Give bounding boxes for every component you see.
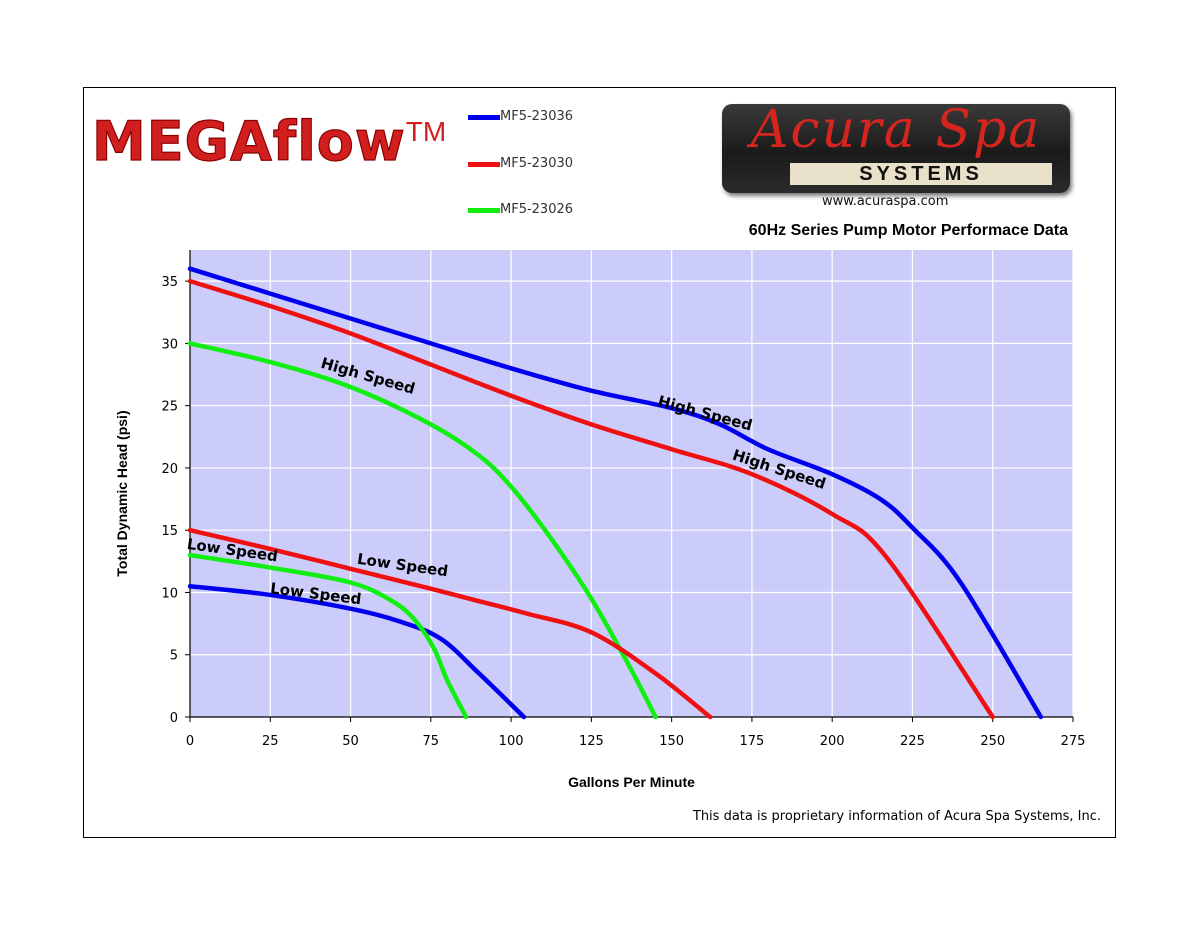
series-line-mf5-23026-low-speed xyxy=(187,552,469,720)
acura-logo-name: Acura Spa xyxy=(750,100,1042,160)
axes xyxy=(185,250,1074,722)
x-tick-label: 200 xyxy=(820,734,845,749)
series-line-mf5-23036-low-speed xyxy=(187,583,527,720)
x-tick-label: 150 xyxy=(659,734,684,749)
tick-labels: 0 5 10 15 20 25 30 35 0 25 50 75 100 125 150 175 200 225 2… xyxy=(161,275,1085,749)
website-link[interactable]: www.acuraspa.com xyxy=(822,194,949,209)
x-tick-label: 0 xyxy=(186,734,194,749)
proprietary-footnote: This data is proprietary information of … xyxy=(692,809,1101,824)
y-tick-label: 0 xyxy=(170,711,178,726)
series-line-mf5-23030-high-speed xyxy=(187,278,995,720)
x-tick-label: 175 xyxy=(739,734,764,749)
series-line-mf5-23036-high-speed xyxy=(187,266,1044,720)
x-tick-label: 100 xyxy=(499,734,524,749)
legend-swatch xyxy=(468,162,500,167)
megaflow-logo-text: MEGAflow xyxy=(91,110,406,173)
x-tick-label: 125 xyxy=(579,734,604,749)
y-axis-label: Total Dynamic Head (psi) xyxy=(114,410,130,576)
x-axis-label: Gallons Per Minute xyxy=(568,774,695,790)
y-tick-label: 35 xyxy=(161,275,178,290)
y-tick-label: 30 xyxy=(161,337,178,352)
legend-label: MF5-23036 xyxy=(500,109,574,124)
x-tick-label: 225 xyxy=(900,734,925,749)
legend-label: MF5-23026 xyxy=(500,202,574,217)
plot-area xyxy=(190,250,1073,717)
x-tick-label: 250 xyxy=(980,734,1005,749)
y-tick-label: 15 xyxy=(161,524,178,539)
legend-swatch xyxy=(468,115,500,120)
series-lines xyxy=(187,266,1044,720)
y-tick-label: 20 xyxy=(161,462,178,477)
y-tick-label: 25 xyxy=(161,400,178,415)
chart-title: 60Hz Series Pump Motor Performace Data xyxy=(748,222,1068,239)
y-tick-label: 10 xyxy=(161,586,178,601)
x-tick-label: 25 xyxy=(262,734,279,749)
y-tick-label: 5 xyxy=(170,649,178,664)
series-line-mf5-23026-high-speed xyxy=(187,341,658,720)
acura-logo-sub: SYSTEMS xyxy=(790,163,1052,185)
legend-label: MF5-23030 xyxy=(500,156,574,171)
chart-frame xyxy=(83,87,1116,838)
x-tick-label: 50 xyxy=(342,734,359,749)
legend-swatch xyxy=(468,208,500,213)
grid-lines xyxy=(190,250,1074,717)
megaflow-logo: MEGAflowTM xyxy=(91,110,447,173)
x-tick-label: 275 xyxy=(1061,734,1086,749)
acura-spa-logo: Acura Spa SYSTEMS xyxy=(722,100,1070,193)
series-line-mf5-23030-low-speed xyxy=(187,527,713,720)
trademark-mark: TM xyxy=(405,116,447,147)
x-tick-label: 75 xyxy=(423,734,440,749)
